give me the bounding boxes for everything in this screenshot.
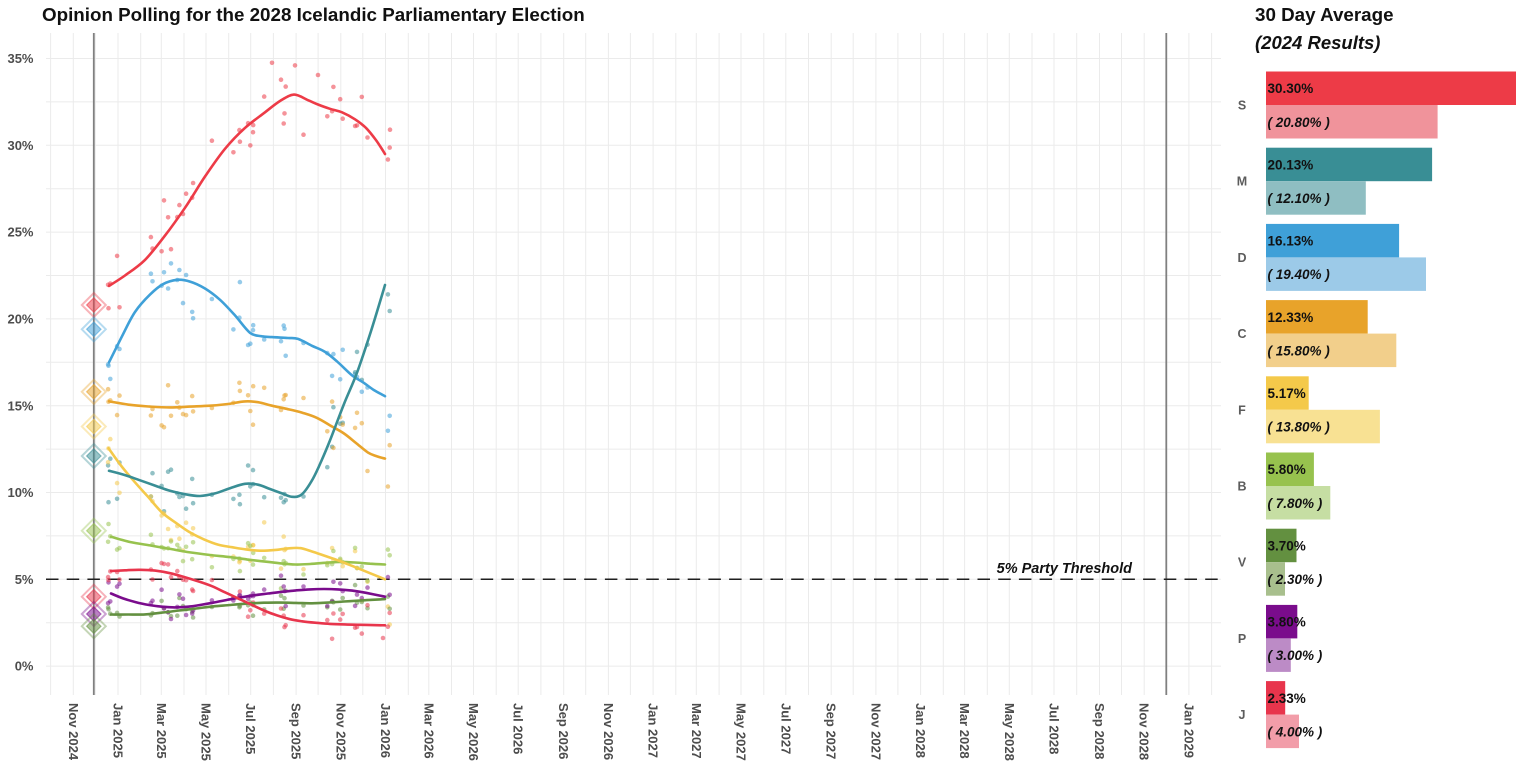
svg-text:C: C [1237,327,1246,341]
svg-text:Jan 2025: Jan 2025 [111,703,126,758]
svg-text:May 2028: May 2028 [1002,703,1017,761]
svg-text:V: V [1238,556,1247,570]
svg-text:Jan 2027: Jan 2027 [646,703,661,758]
svg-text:0%: 0% [15,659,34,674]
svg-text:3.80%: 3.80% [1268,615,1306,630]
svg-text:May 2027: May 2027 [734,703,749,761]
svg-text:5.80%: 5.80% [1268,462,1306,477]
svg-text:D: D [1237,251,1246,265]
svg-text:35%: 35% [7,51,33,66]
svg-text:J: J [1239,708,1246,722]
svg-text:Jan 2029: Jan 2029 [1181,703,1196,758]
svg-text:2.33%: 2.33% [1268,691,1306,706]
svg-text:15%: 15% [7,398,33,413]
svg-text:Jul 2027: Jul 2027 [778,703,793,754]
svg-text:B: B [1237,480,1246,494]
svg-text:3.70%: 3.70% [1268,539,1306,554]
svg-text:( 19.40% ): ( 19.40% ) [1268,267,1331,282]
svg-text:May 2025: May 2025 [199,703,214,761]
svg-text:Mar 2026: Mar 2026 [421,703,436,759]
svg-text:P: P [1238,632,1246,646]
svg-text:10%: 10% [7,485,33,500]
svg-text:Jul 2028: Jul 2028 [1047,703,1062,754]
svg-text:Nov 2024: Nov 2024 [66,703,81,761]
svg-text:25%: 25% [7,225,33,240]
svg-text:( 3.00% ): ( 3.00% ) [1268,648,1323,663]
svg-text:Sep 2025: Sep 2025 [289,703,304,759]
svg-text:Nov 2027: Nov 2027 [868,703,883,760]
svg-text:Jan 2026: Jan 2026 [378,703,393,758]
svg-text:Sep 2028: Sep 2028 [1092,703,1107,759]
svg-text:Mar 2027: Mar 2027 [689,703,704,759]
svg-text:Mar 2028: Mar 2028 [957,703,972,759]
svg-text:( 15.80% ): ( 15.80% ) [1268,343,1331,358]
svg-text:30.30%: 30.30% [1268,81,1314,96]
svg-text:( 12.10% ): ( 12.10% ) [1268,191,1331,206]
svg-text:Nov 2025: Nov 2025 [333,703,348,760]
svg-text:12.33%: 12.33% [1268,310,1314,325]
svg-text:20%: 20% [7,312,33,327]
svg-text:5%: 5% [15,572,34,587]
svg-text:30%: 30% [7,138,33,153]
svg-text:( 2.30% ): ( 2.30% ) [1268,572,1323,587]
svg-text:30 Day Average: 30 Day Average [1255,4,1394,25]
svg-text:F: F [1238,403,1246,417]
svg-text:Jul 2025: Jul 2025 [243,703,258,754]
svg-text:Jan 2028: Jan 2028 [913,703,928,758]
svg-text:( 7.80% ): ( 7.80% ) [1268,496,1323,511]
svg-text:May 2026: May 2026 [466,703,481,761]
svg-text:( 20.80% ): ( 20.80% ) [1268,115,1331,130]
svg-text:Jul 2026: Jul 2026 [511,703,526,754]
svg-text:5% Party Threshold: 5% Party Threshold [997,561,1134,577]
svg-text:5.17%: 5.17% [1268,386,1306,401]
svg-text:16.13%: 16.13% [1268,234,1314,249]
svg-text:( 4.00% ): ( 4.00% ) [1268,724,1323,739]
svg-text:(2024 Results): (2024 Results) [1255,32,1380,53]
svg-text:M: M [1237,175,1247,189]
svg-text:Sep 2026: Sep 2026 [556,703,571,759]
svg-text:Opinion Polling for the 2028 I: Opinion Polling for the 2028 Icelandic P… [42,4,585,25]
svg-text:( 13.80% ): ( 13.80% ) [1268,420,1331,435]
svg-text:20.13%: 20.13% [1268,157,1314,172]
svg-text:Nov 2026: Nov 2026 [601,703,616,760]
svg-text:Sep 2027: Sep 2027 [824,703,839,759]
svg-text:Nov 2028: Nov 2028 [1137,703,1152,760]
svg-text:Mar 2025: Mar 2025 [154,703,169,759]
svg-text:S: S [1238,99,1246,113]
